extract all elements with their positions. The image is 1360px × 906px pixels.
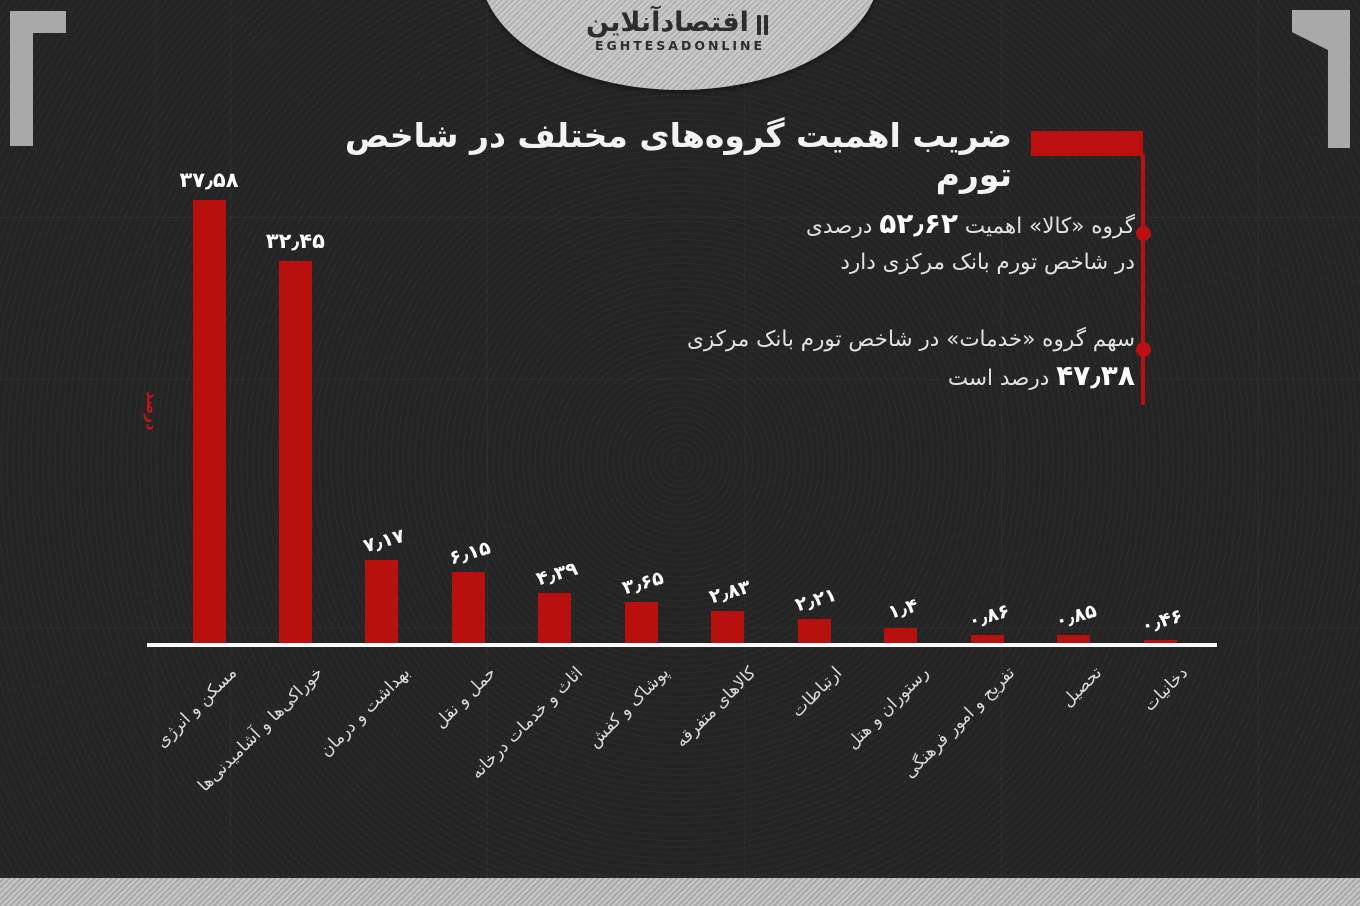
bar — [538, 593, 572, 645]
logo-latin-text: EGHTESADONLINE — [594, 37, 766, 53]
top-right-bracket — [1292, 10, 1350, 148]
annotation-services-line1: سهم گروه «خدمات» در شاخص تورم بانک مرکزی — [686, 327, 1135, 352]
bottom-strip — [0, 878, 1360, 906]
bar-value-label: ۴٫۳۹ — [533, 557, 580, 591]
bar-value-label: ۰٫۴۶ — [1138, 604, 1186, 638]
bar-value-label: ۲٫۸۳ — [706, 575, 753, 609]
category-label: ارتباطات — [787, 663, 847, 722]
top-left-bracket — [10, 11, 33, 146]
top-left-bracket-arm — [10, 11, 66, 33]
annotation-dot-2 — [1136, 342, 1151, 357]
bar — [711, 611, 745, 645]
bar — [884, 628, 918, 645]
category-label: حمل و نقل — [430, 663, 501, 733]
bar-value-label: ۳۲٫۴۵ — [265, 229, 325, 253]
chart-title: ضریب اهمیت گروه‌های مختلف در شاخص تورم — [344, 116, 1012, 194]
bar-value-label: ۷٫۱۷ — [360, 524, 408, 558]
bar — [797, 619, 831, 645]
bar — [451, 572, 485, 645]
category-label: تحصیل — [1057, 663, 1106, 712]
bar — [1143, 640, 1177, 645]
annotation-goods: گروه «کالا» اهمیت ۵۲٫۶۲ درصدی در شاخص تو… — [806, 206, 1135, 281]
eghtesadonline-logo: اقتصادآنلاین EGHTESADONLINE — [480, 8, 880, 53]
annotation-services-line2: ۴۷٫۳۸ درصد است — [947, 359, 1135, 392]
bar — [192, 200, 226, 645]
annotation-goods-line1: گروه «کالا» اهمیت ۵۲٫۶۲ درصدی — [806, 207, 1135, 240]
bar — [624, 602, 658, 645]
annotation-connector-line — [1141, 154, 1145, 405]
bar — [278, 261, 312, 645]
annotation-services: سهم گروه «خدمات» در شاخص تورم بانک مرکزی… — [687, 322, 1135, 397]
bar-value-label: ۰٫۸۵ — [1052, 599, 1099, 633]
bar-value-label: ۳۷٫۵۸ — [179, 168, 239, 192]
annotation-goods-value: ۵۲٫۶۲ — [879, 207, 959, 240]
bar-value-label: ۶٫۱۵ — [447, 536, 494, 570]
logo-persian-text: اقتصادآنلاین — [586, 7, 749, 38]
y-axis-label: درصد — [142, 391, 161, 431]
category-label: دخانیات — [1139, 663, 1193, 716]
bar-value-label: ۰٫۸۶ — [965, 599, 1013, 633]
annotation-dot-1 — [1136, 226, 1151, 241]
annotation-services-value: ۴۷٫۳۸ — [1056, 359, 1135, 392]
title-red-marker — [1031, 131, 1143, 156]
bar-value-label: ۲٫۲۱ — [792, 583, 840, 617]
bar — [970, 635, 1004, 645]
bar — [365, 560, 399, 645]
logo-bars-icon — [754, 14, 768, 39]
x-axis-line — [147, 643, 1217, 647]
bar-value-label: ۳٫۶۵ — [620, 566, 667, 600]
annotation-goods-line2: در شاخص تورم بانک مرکزی دارد — [840, 250, 1135, 275]
bar — [1057, 635, 1090, 645]
bar-value-label: ۱٫۴ — [884, 594, 921, 624]
